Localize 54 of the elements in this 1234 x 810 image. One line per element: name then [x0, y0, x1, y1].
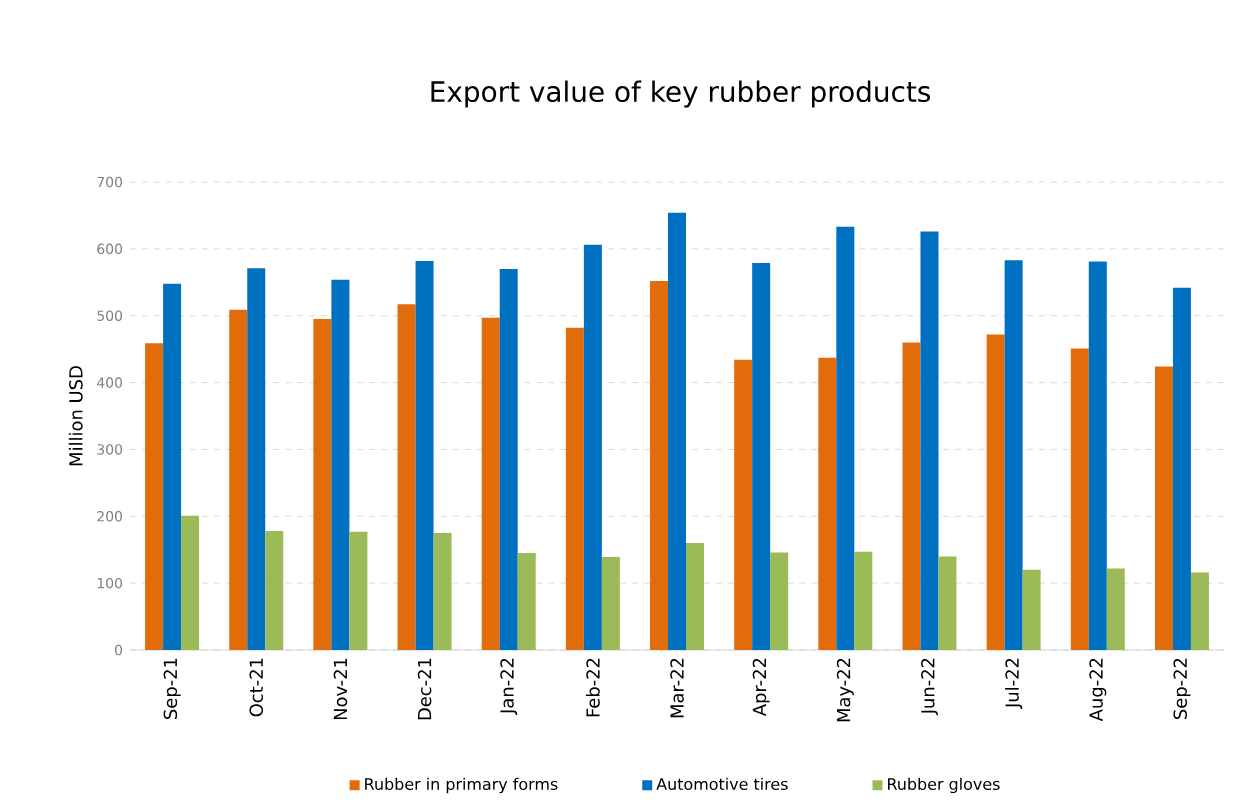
bar [938, 556, 957, 650]
x-tick-label: Mar-22 [670, 658, 684, 718]
bar [1004, 260, 1023, 650]
x-tick-label: Aug-22 [1089, 658, 1107, 722]
x-tick-label: Dec-21 [417, 658, 432, 720]
bar [163, 283, 182, 650]
x-tick-label: Jun-22 [921, 658, 938, 716]
bar [601, 557, 620, 650]
bar [517, 553, 536, 650]
x-tick-label: Jan-22 [500, 658, 518, 715]
bar [565, 327, 584, 650]
bar [397, 304, 416, 650]
bar [1154, 366, 1173, 650]
bar [433, 533, 452, 650]
x-tick-label: May-22 [836, 658, 854, 722]
bar [181, 515, 200, 650]
bar [770, 552, 789, 650]
bar [349, 531, 368, 650]
bar [1106, 568, 1125, 650]
bar [902, 342, 921, 650]
bar [986, 334, 1005, 650]
x-tick-label: Feb-22 [585, 658, 600, 717]
bar [1022, 569, 1041, 650]
bar [650, 280, 669, 650]
bar [1172, 287, 1191, 650]
bar [836, 226, 855, 650]
x-tick-label: Apr-22 [752, 658, 770, 717]
bar [265, 531, 284, 650]
chart-title: Export value of key rubber products [431, 80, 931, 108]
bar [818, 357, 837, 650]
bar [686, 543, 705, 650]
bar [247, 268, 266, 650]
bar [668, 212, 687, 650]
bar [752, 262, 771, 650]
y-axis-title: Million USD [68, 366, 83, 466]
bar [583, 244, 602, 650]
bar [313, 319, 332, 650]
x-tick-label: Sep-21 [163, 658, 181, 719]
x-tick-label: Nov-21 [333, 658, 348, 720]
bar [920, 231, 939, 650]
bar [145, 343, 164, 650]
bar [499, 268, 518, 650]
bar [1070, 348, 1089, 650]
bar [1088, 261, 1107, 650]
bar [331, 279, 350, 650]
x-tick-label: Jul-22 [1005, 658, 1023, 709]
bar [854, 551, 873, 650]
bar [1190, 572, 1209, 650]
x-tick-label: Sep-22 [1173, 658, 1191, 719]
x-tick-label: Oct-21 [249, 658, 264, 717]
bar [229, 309, 248, 650]
bar [481, 317, 500, 650]
bar [415, 260, 434, 650]
bar [734, 359, 753, 650]
